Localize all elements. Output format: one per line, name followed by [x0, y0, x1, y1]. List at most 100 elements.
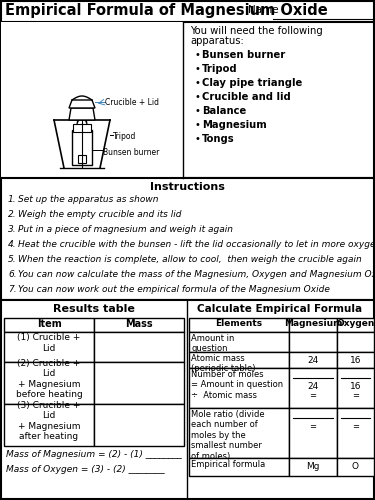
Text: Mass of Oxygen = (3) - (2) ________: Mass of Oxygen = (3) - (2) ________ [6, 465, 165, 474]
Bar [189, 368, 289, 408]
Text: Tripod: Tripod [202, 64, 238, 74]
Bar [289, 368, 337, 408]
Text: Oxygen: Oxygen [336, 319, 375, 328]
Text: Bunsen burner: Bunsen burner [103, 148, 159, 157]
Bar [1, 1, 374, 23]
Text: When the reaction is complete, allow to cool,  then weigh the crucible again: When the reaction is complete, allow to … [18, 255, 362, 264]
Text: Tripod: Tripod [113, 132, 136, 141]
Text: 7.: 7. [8, 285, 16, 294]
Text: Balance: Balance [202, 106, 246, 116]
Text: Mole ratio (divide
each number of
moles by the
smallest number
of moles): Mole ratio (divide each number of moles … [191, 410, 265, 461]
Text: You will need the following: You will need the following [190, 26, 323, 36]
Text: =: = [352, 422, 359, 431]
Bar [73, 124, 91, 132]
Bar [289, 408, 337, 458]
Bar [4, 404, 94, 446]
Text: =: = [309, 391, 316, 400]
Bar [289, 332, 337, 352]
Text: Crucible + Lid: Crucible + Lid [105, 98, 159, 107]
Text: Mass: Mass [125, 319, 153, 329]
Text: •: • [194, 120, 200, 130]
Bar [337, 408, 374, 458]
Text: Elements: Elements [215, 319, 262, 328]
Text: •: • [194, 134, 200, 144]
Text: 2.: 2. [8, 210, 16, 219]
Text: Amount in
question: Amount in question [191, 334, 234, 353]
Text: 4.: 4. [8, 240, 16, 249]
Bar [94, 332, 184, 362]
Bar [189, 408, 289, 458]
Text: Calculate Empirical Formula: Calculate Empirical Formula [197, 304, 363, 314]
Text: •: • [194, 78, 200, 88]
Text: Set up the apparatus as shown: Set up the apparatus as shown [18, 195, 159, 204]
Bar [94, 318, 184, 332]
Text: Name: Name [248, 5, 279, 15]
Bar [337, 458, 374, 476]
Text: =: = [352, 391, 359, 400]
Text: Tongs: Tongs [202, 134, 235, 144]
Text: Heat the crucible with the bunsen - lift the lid occasionally to let in more oxy: Heat the crucible with the bunsen - lift… [18, 240, 375, 249]
Bar [72, 130, 92, 165]
Text: You can now work out the empirical formula of the Magnesium Oxide: You can now work out the empirical formu… [18, 285, 330, 294]
Text: 5.: 5. [8, 255, 16, 264]
Bar [289, 318, 337, 332]
Text: Magnesium: Magnesium [284, 319, 342, 328]
Text: Empirical Formula of Magnesium Oxide: Empirical Formula of Magnesium Oxide [5, 3, 328, 18]
Bar [337, 368, 374, 408]
Text: (1) Crucible +
Lid: (1) Crucible + Lid [17, 334, 81, 352]
Text: 6.: 6. [8, 270, 16, 279]
Bar [289, 352, 337, 368]
Text: Bunsen burner: Bunsen burner [202, 50, 285, 60]
Text: O: O [352, 462, 359, 471]
Text: 24: 24 [308, 382, 319, 391]
Polygon shape [69, 108, 95, 120]
Text: apparatus:: apparatus: [190, 36, 244, 46]
Bar [189, 318, 289, 332]
Bar [94, 404, 184, 446]
Text: 16: 16 [350, 356, 361, 365]
Bar [94, 362, 184, 404]
Text: (3) Crucible +
Lid
+ Magnesium
after heating: (3) Crucible + Lid + Magnesium after hea… [17, 401, 81, 441]
Text: 1.: 1. [8, 195, 16, 204]
Text: Results table: Results table [53, 304, 135, 314]
Text: Instructions: Instructions [150, 182, 224, 192]
Bar [1, 22, 184, 178]
Text: Empirical formula: Empirical formula [191, 460, 265, 469]
Text: Item: Item [37, 319, 62, 329]
Text: Atomic mass
(periodic table): Atomic mass (periodic table) [191, 354, 255, 374]
Text: 24: 24 [308, 356, 319, 365]
Polygon shape [69, 100, 95, 108]
Text: 3.: 3. [8, 225, 16, 234]
Polygon shape [77, 102, 87, 124]
Text: (2) Crucible +
Lid
+ Magnesium
before heating: (2) Crucible + Lid + Magnesium before he… [16, 359, 82, 399]
Bar [337, 318, 374, 332]
Text: You can now calculate the mass of the Magnesium, Oxygen and Magnesium Oxide: You can now calculate the mass of the Ma… [18, 270, 375, 279]
Text: •: • [194, 50, 200, 60]
Bar [1, 300, 374, 499]
Text: •: • [194, 106, 200, 116]
Bar [189, 332, 289, 352]
Bar [337, 352, 374, 368]
Text: Magnesium: Magnesium [202, 120, 267, 130]
Text: Mass of Magnesium = (2) - (1) ________: Mass of Magnesium = (2) - (1) ________ [6, 450, 182, 459]
Text: Number of moles
= Amount in question
÷  Atomic mass: Number of moles = Amount in question ÷ A… [191, 370, 283, 400]
Text: =: = [309, 422, 316, 431]
Bar [4, 362, 94, 404]
Bar [189, 458, 289, 476]
Bar [4, 332, 94, 362]
Bar [189, 352, 289, 368]
Text: Weigh the empty crucible and its lid: Weigh the empty crucible and its lid [18, 210, 182, 219]
Bar [1, 178, 374, 300]
Bar [4, 318, 94, 332]
Text: •: • [194, 64, 200, 74]
Bar [289, 458, 337, 476]
Text: Mg: Mg [306, 462, 320, 471]
Text: Crucible and lid: Crucible and lid [202, 92, 291, 102]
Text: •: • [194, 92, 200, 102]
Bar [78, 155, 86, 163]
Text: Clay pipe triangle: Clay pipe triangle [202, 78, 302, 88]
Text: 16: 16 [350, 382, 361, 391]
Bar [1, 22, 374, 178]
Bar [337, 332, 374, 352]
Text: Put in a piece of magnesium and weigh it again: Put in a piece of magnesium and weigh it… [18, 225, 233, 234]
